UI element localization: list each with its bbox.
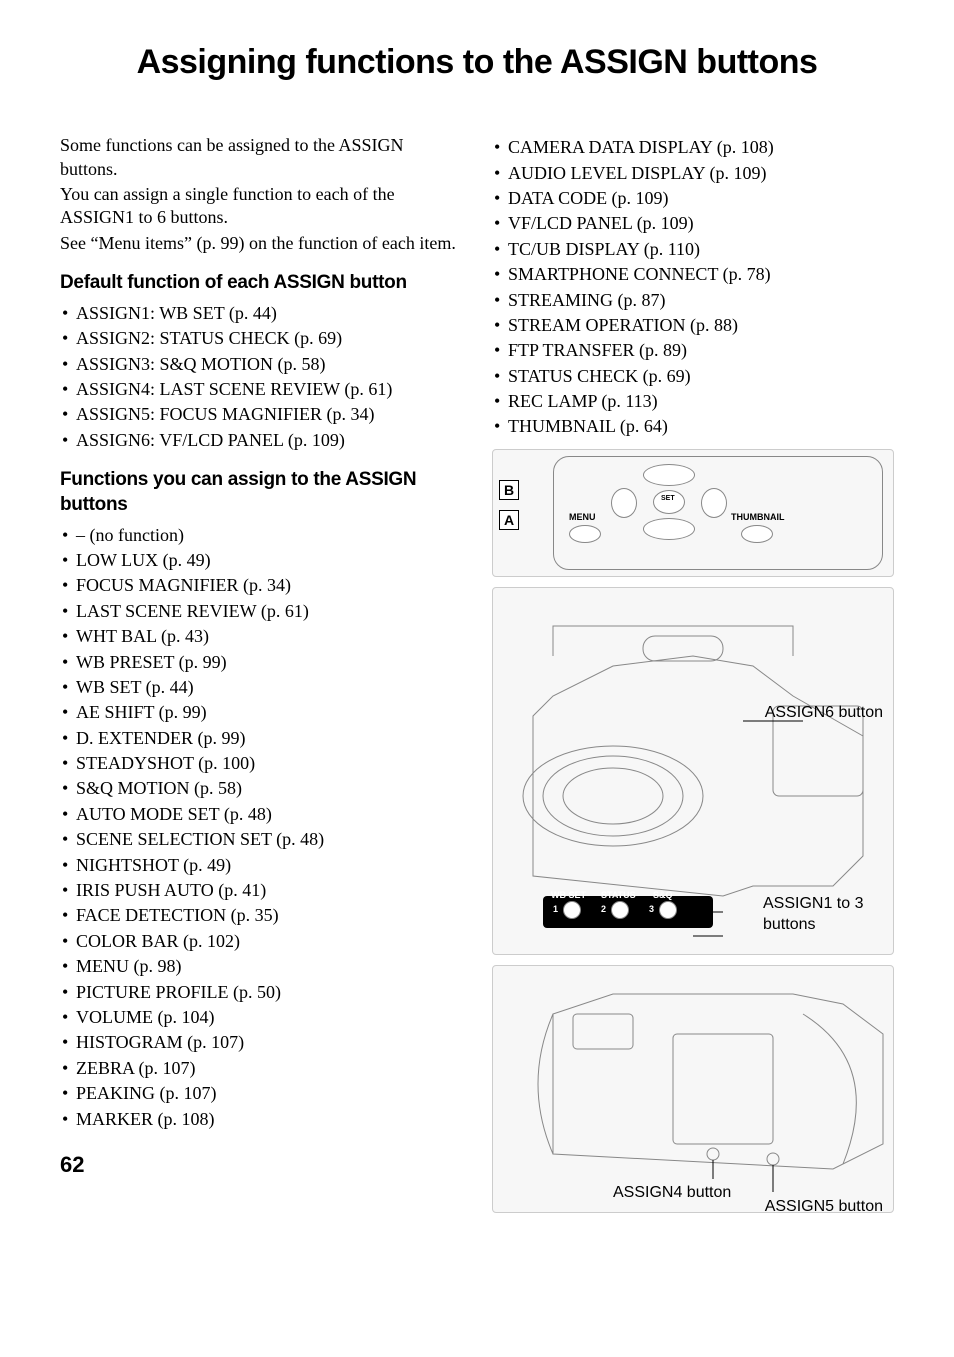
list-item: S&Q MOTION (p. 58) — [76, 777, 462, 800]
list-item: ASSIGN1: WB SET (p. 44) — [76, 302, 462, 325]
page-title: Assigning functions to the ASSIGN button… — [60, 40, 894, 84]
list-item: LOW LUX (p. 49) — [76, 549, 462, 572]
list-item: SMARTPHONE CONNECT (p. 78) — [508, 263, 894, 286]
list-item: NIGHTSHOT (p. 49) — [76, 854, 462, 877]
list-item: STREAM OPERATION (p. 88) — [508, 314, 894, 337]
section-assignable-heading: Functions you can assign to the ASSIGN b… — [60, 468, 462, 517]
left-column: Some functions can be assigned to the AS… — [60, 134, 462, 1223]
list-item: VF/LCD PANEL (p. 109) — [508, 212, 894, 235]
key-label-a: A — [499, 510, 519, 530]
list-item: ASSIGN2: STATUS CHECK (p. 69) — [76, 327, 462, 350]
dpad-menu-label: MENU — [569, 512, 596, 524]
list-item: AUDIO LEVEL DISPLAY (p. 109) — [508, 162, 894, 185]
list-item: IRIS PUSH AUTO (p. 41) — [76, 879, 462, 902]
list-item: FACE DETECTION (p. 35) — [76, 904, 462, 927]
list-item: FOCUS MAGNIFIER (p. 34) — [76, 574, 462, 597]
list-item: AE SHIFT (p. 99) — [76, 701, 462, 724]
list-item: ASSIGN4: LAST SCENE REVIEW (p. 61) — [76, 378, 462, 401]
list-item: STREAMING (p. 87) — [508, 289, 894, 312]
btn-num-1: 1 — [553, 904, 558, 916]
list-item: D. EXTENDER (p. 99) — [76, 727, 462, 750]
list-item: WB PRESET (p. 99) — [76, 651, 462, 674]
intro-block: Some functions can be assigned to the AS… — [60, 134, 462, 255]
diagram-camera-top: ASSIGN6 button WB SET STATUS S&Q 1 2 3 A… — [492, 587, 894, 955]
right-column: CAMERA DATA DISPLAY (p. 108) AUDIO LEVEL… — [492, 134, 894, 1223]
btn-num-3: 3 — [649, 904, 654, 916]
list-item: DATA CODE (p. 109) — [508, 187, 894, 210]
list-item: COLOR BAR (p. 102) — [76, 930, 462, 953]
list-item: THUMBNAIL (p. 64) — [508, 415, 894, 438]
list-item: PEAKING (p. 107) — [76, 1082, 462, 1105]
callout-assign6: ASSIGN6 button — [765, 703, 883, 724]
diagram-area: B A SET MENU THUMBNAIL — [492, 449, 894, 1213]
section-default-heading: Default function of each ASSIGN button — [60, 271, 462, 296]
btn-label-sq: S&Q — [653, 890, 673, 902]
diagram-dpad: B A SET MENU THUMBNAIL — [492, 449, 894, 577]
list-item: VOLUME (p. 104) — [76, 1006, 462, 1029]
list-item: ASSIGN3: S&Q MOTION (p. 58) — [76, 353, 462, 376]
list-item: AUTO MODE SET (p. 48) — [76, 803, 462, 826]
list-item: CAMERA DATA DISPLAY (p. 108) — [508, 136, 894, 159]
list-item: WB SET (p. 44) — [76, 676, 462, 699]
callout-assign4: ASSIGN4 button — [613, 1183, 731, 1204]
intro-p3: See “Menu items” (p. 99) on the function… — [60, 232, 462, 255]
list-item: WHT BAL (p. 43) — [76, 625, 462, 648]
callout-assign5: ASSIGN5 button — [765, 1197, 883, 1218]
intro-p1: Some functions can be assigned to the AS… — [60, 134, 462, 181]
list-item: MENU (p. 98) — [76, 955, 462, 978]
assignable-function-list-right: CAMERA DATA DISPLAY (p. 108) AUDIO LEVEL… — [492, 136, 894, 439]
list-item: REC LAMP (p. 113) — [508, 390, 894, 413]
key-label-b: B — [499, 480, 519, 500]
list-item: ASSIGN5: FOCUS MAGNIFIER (p. 34) — [76, 403, 462, 426]
list-item: SCENE SELECTION SET (p. 48) — [76, 828, 462, 851]
dpad-set-label: SET — [661, 494, 675, 503]
list-item: – (no function) — [76, 524, 462, 547]
default-function-list: ASSIGN1: WB SET (p. 44) ASSIGN2: STATUS … — [60, 302, 462, 452]
list-item: STEADYSHOT (p. 100) — [76, 752, 462, 775]
list-item: TC/UB DISPLAY (p. 110) — [508, 238, 894, 261]
btn-label-status: STATUS — [601, 890, 636, 902]
list-item: LAST SCENE REVIEW (p. 61) — [76, 600, 462, 623]
callout-assign13: ASSIGN1 to 3 buttons — [763, 894, 883, 936]
btn-label-wbset: WB SET — [551, 890, 586, 902]
list-item: MARKER (p. 108) — [76, 1108, 462, 1131]
btn-num-2: 2 — [601, 904, 606, 916]
page-number: 62 — [60, 1151, 462, 1180]
list-item: STATUS CHECK (p. 69) — [508, 365, 894, 388]
list-item: PICTURE PROFILE (p. 50) — [76, 981, 462, 1004]
list-item: HISTOGRAM (p. 107) — [76, 1031, 462, 1054]
list-item: ASSIGN6: VF/LCD PANEL (p. 109) — [76, 429, 462, 452]
list-item: FTP TRANSFER (p. 89) — [508, 339, 894, 362]
assignable-function-list-left: – (no function) LOW LUX (p. 49) FOCUS MA… — [60, 524, 462, 1131]
list-item: ZEBRA (p. 107) — [76, 1057, 462, 1080]
dpad-thumbnail-label: THUMBNAIL — [731, 512, 785, 524]
intro-p2: You can assign a single function to each… — [60, 183, 462, 230]
diagram-camera-rear: ASSIGN4 button ASSIGN5 button — [492, 965, 894, 1213]
